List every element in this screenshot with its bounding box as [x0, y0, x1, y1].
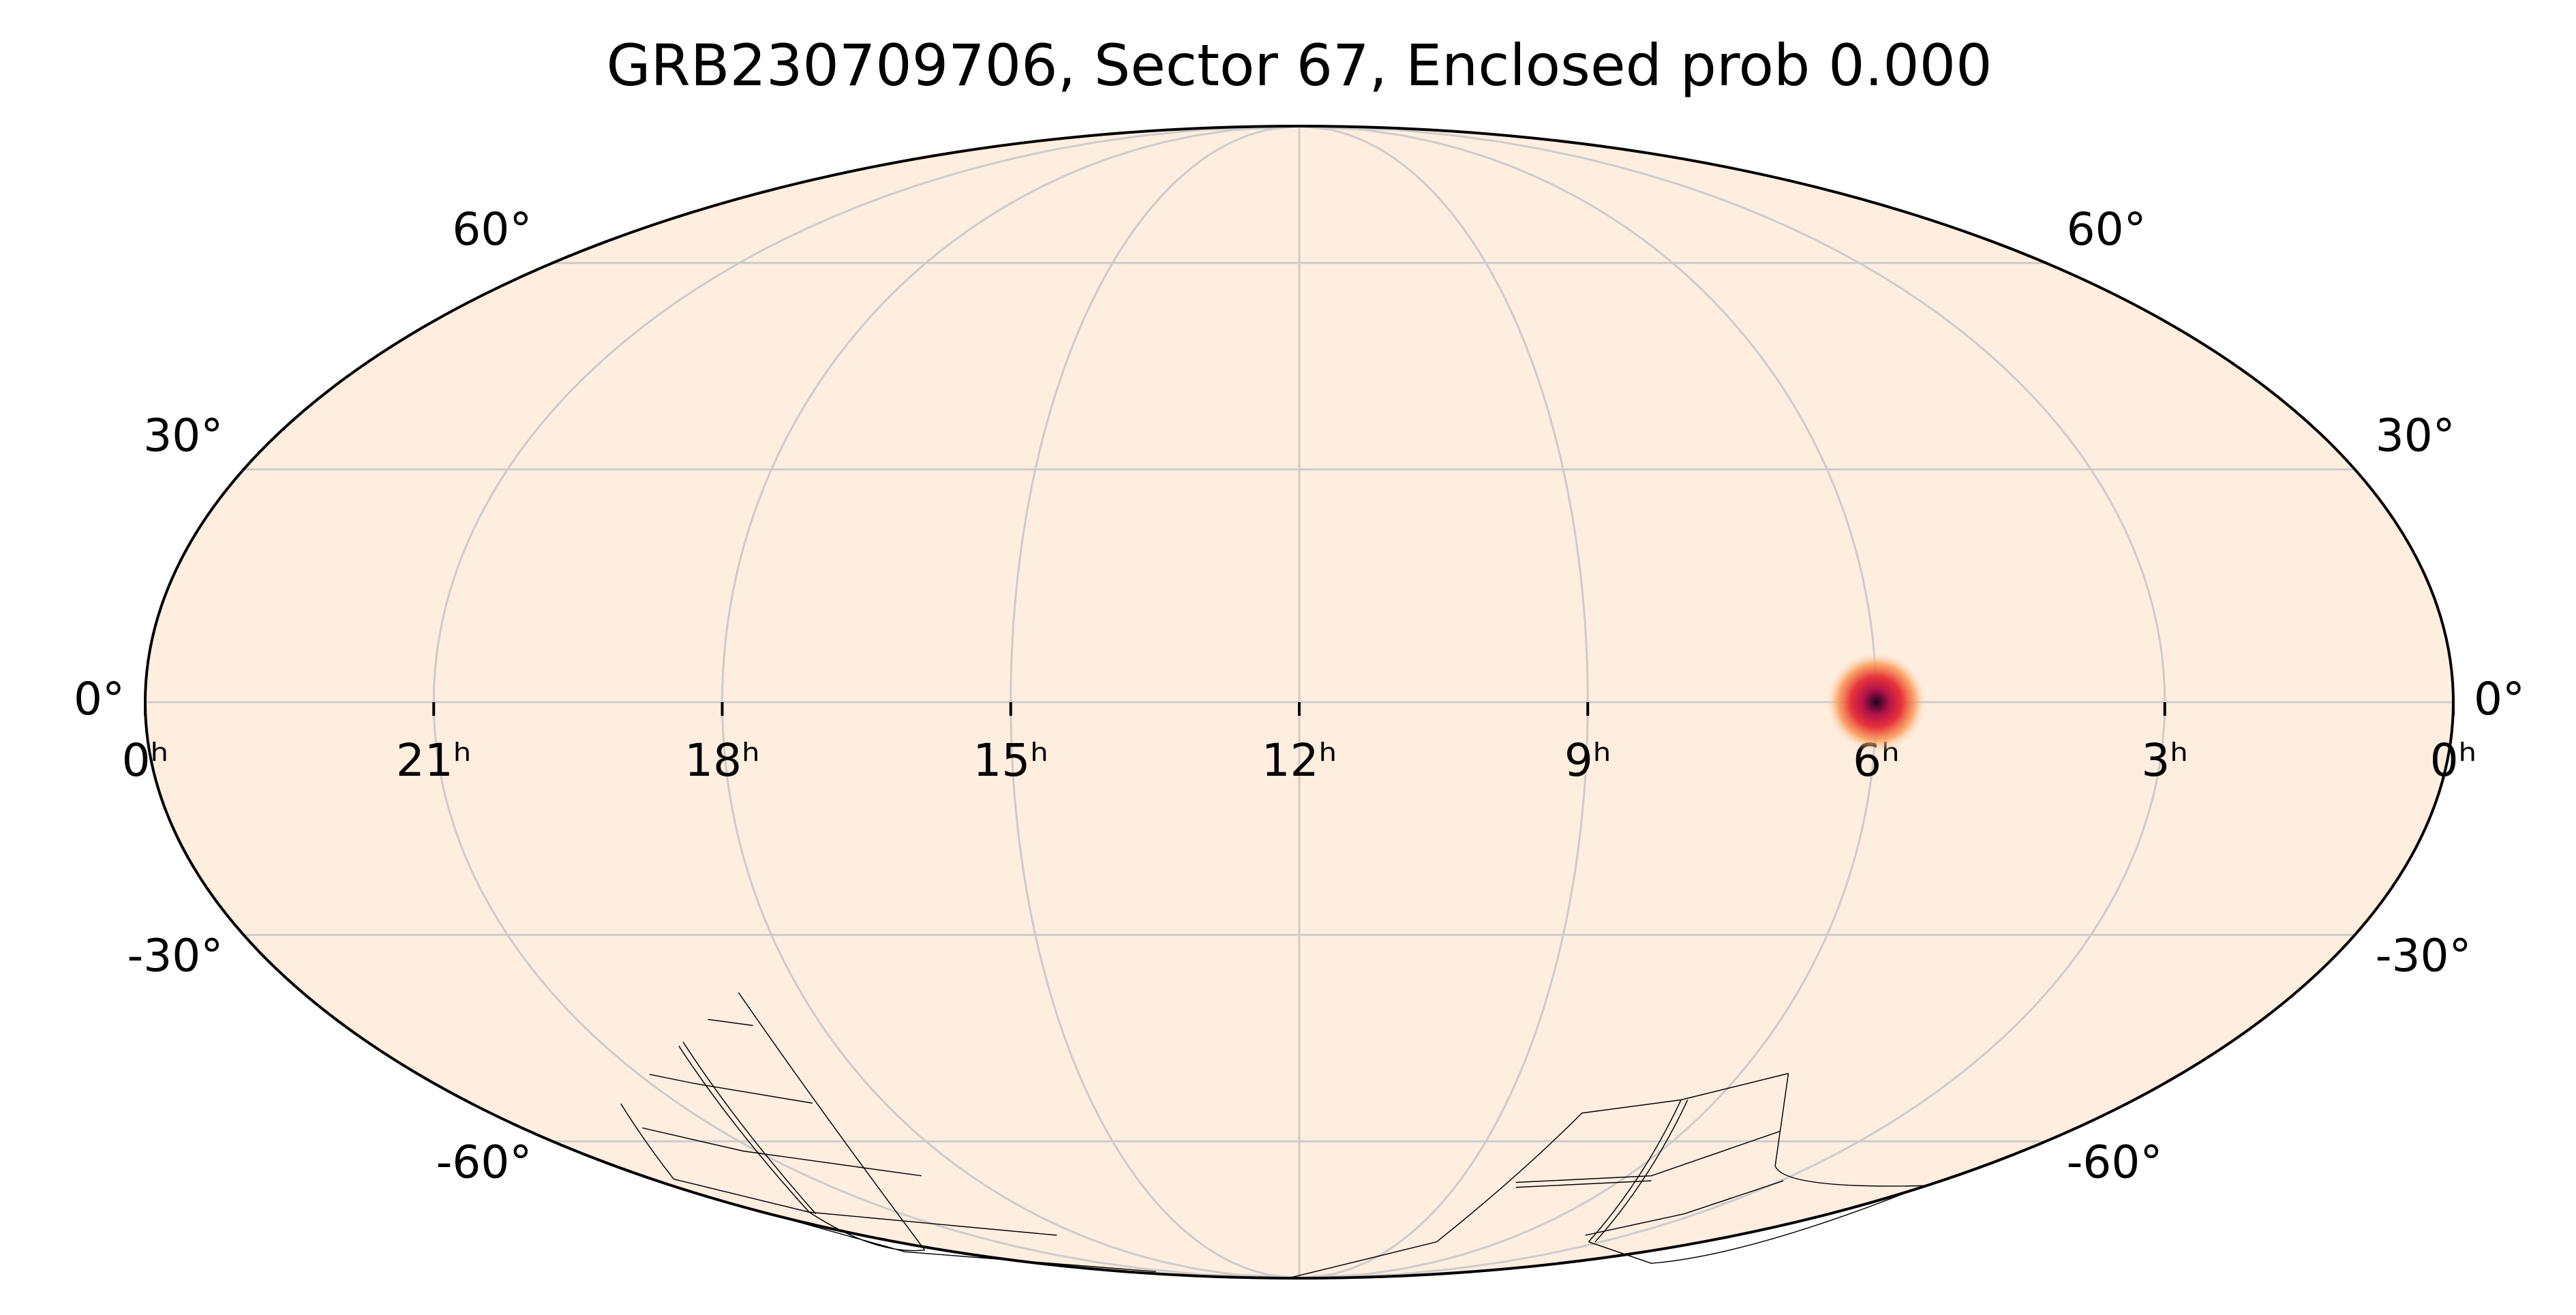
x-tick-label: 0ʰ	[122, 734, 169, 787]
x-tick-label: 15ʰ	[973, 734, 1048, 787]
y-tick-label: -60°	[2067, 1136, 2163, 1188]
y-tick-label: 60°	[452, 203, 532, 256]
x-tick-label: 3ʰ	[2141, 734, 2188, 787]
x-tick-label: 18ʰ	[684, 734, 760, 787]
plot-area: 0ʰ 21ʰ 18ʰ 15ʰ 12ʰ 9ʰ 6ʰ 3ʰ 0ʰ-60° -60°-30° -30°0°…	[74, 203, 2525, 1188]
y-tick-label: 30°	[143, 410, 223, 462]
y-tick-label: -30°	[2376, 929, 2472, 982]
chart-title: GRB230709706, Sector 67, Enclosed prob 0…	[606, 32, 1992, 99]
y-tick-label: 30°	[2376, 410, 2455, 462]
sky-border	[144, 125, 2455, 1280]
y-tick-label: -60°	[436, 1136, 532, 1188]
x-tick-label: 9ʰ	[1564, 734, 1611, 787]
y-tick-label: -30°	[127, 929, 223, 982]
x-tick-label: 0ʰ	[2430, 734, 2477, 787]
x-tick-label: 21ʰ	[396, 734, 472, 787]
camera-footprint	[1288, 1072, 1924, 1279]
y-tick-label: 0°	[74, 673, 125, 725]
x-tick-label: 12ʰ	[1262, 734, 1337, 787]
probability-hotspot	[1825, 651, 1928, 753]
y-tick-label: 60°	[2067, 203, 2147, 256]
y-tick-label: 0°	[2474, 673, 2525, 725]
